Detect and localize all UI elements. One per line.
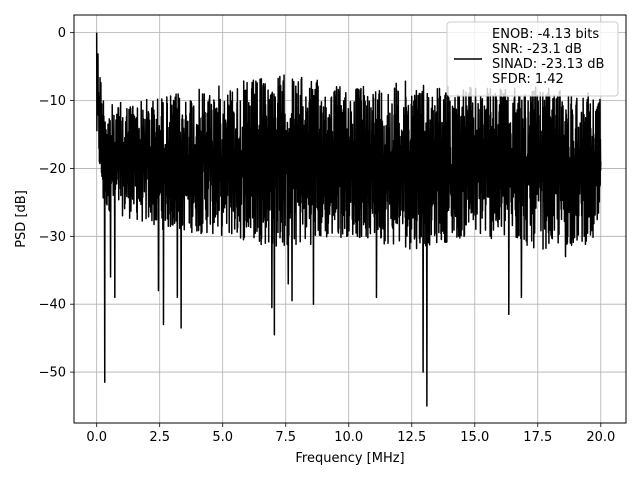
x-tick-label: 17.5 [523,430,552,445]
x-tick-label: 0.0 [86,430,107,445]
x-tick-label: 5.0 [212,430,233,445]
legend-box [446,21,619,97]
y-tick-label: −50 [39,366,66,381]
plot-frame [73,14,627,424]
x-tick-label: 2.5 [149,430,170,445]
series-line [95,32,602,407]
legend-line-text: SNR: -23.1 dB [492,42,582,57]
y-tick-label: −20 [39,162,66,177]
legend-line-text: SINAD: -23.13 dB [492,57,604,72]
y-tick-label: −40 [39,298,66,313]
y-tick-label: −30 [39,230,66,245]
x-axis-label: Frequency [MHz] [295,451,404,466]
legend: ENOB: -4.13 bits SNR: -23.1 dB SINAD: -23.… [446,21,619,97]
y-axis: 0 −10 −20 −30 −40 −50 [39,26,74,381]
x-tick-label: 15.0 [460,430,489,445]
x-tick-label: 10.0 [334,430,363,445]
legend-line-text: SFDR: 1.42 [492,72,564,87]
x-tick-label: 7.5 [275,430,296,445]
legend-label: ENOB: -4.13 bits SNR: -23.1 dB SINAD: -23.… [492,27,604,87]
y-axis-label: PSD [dB] [14,190,29,248]
y-tick-label: 0 [58,26,66,41]
x-axis: 0.0 2.5 5.0 7.5 10.0 12.5 15.0 17.5 20.0 [86,423,615,445]
x-tick-label: 20.0 [586,430,615,445]
series-psd [95,32,602,407]
legend-line-text: ENOB: -4.13 bits [492,27,599,42]
x-tick-label: 12.5 [397,430,426,445]
y-tick-label: −10 [39,94,66,109]
